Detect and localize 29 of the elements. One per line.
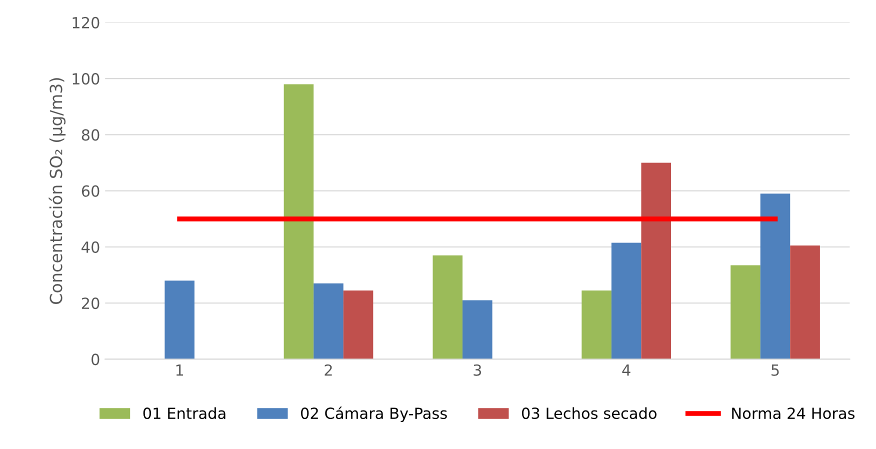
- bar: [641, 162, 672, 360]
- x-tick-label: 4: [622, 364, 630, 376]
- bar: [314, 283, 344, 360]
- bar: [790, 246, 820, 360]
- bar: [284, 84, 314, 360]
- x-tick-label: 1: [176, 364, 184, 376]
- bar: [760, 194, 790, 360]
- bar: [343, 290, 374, 360]
- bar: [730, 265, 760, 360]
- y-tick-label: 0: [92, 354, 100, 366]
- legend-label: 01 Entrada: [143, 407, 226, 420]
- x-tick-label: 2: [324, 364, 332, 376]
- y-axis-title: Concentración SO₂ (µg/m3): [48, 78, 66, 304]
- legend-label: Norma 24 Horas: [732, 408, 855, 420]
- bar: [462, 300, 492, 360]
- y-tick-label: 20: [82, 298, 100, 310]
- bar: [611, 242, 642, 360]
- bar: [432, 255, 463, 360]
- legend-label: 03 Lechos secado: [522, 407, 656, 420]
- legend-label: 02 Cámara By-Pass: [301, 406, 447, 422]
- bar: [582, 290, 612, 360]
- y-tick-label: 60: [82, 185, 100, 197]
- y-tick-label: 120: [72, 16, 100, 28]
- x-tick-label: 5: [772, 364, 779, 376]
- y-tick-label: 100: [72, 73, 100, 85]
- y-tick-label: 80: [82, 129, 100, 141]
- y-tick-label: 40: [82, 241, 100, 253]
- bar: [164, 280, 194, 360]
- x-tick-label: 3: [474, 364, 482, 376]
